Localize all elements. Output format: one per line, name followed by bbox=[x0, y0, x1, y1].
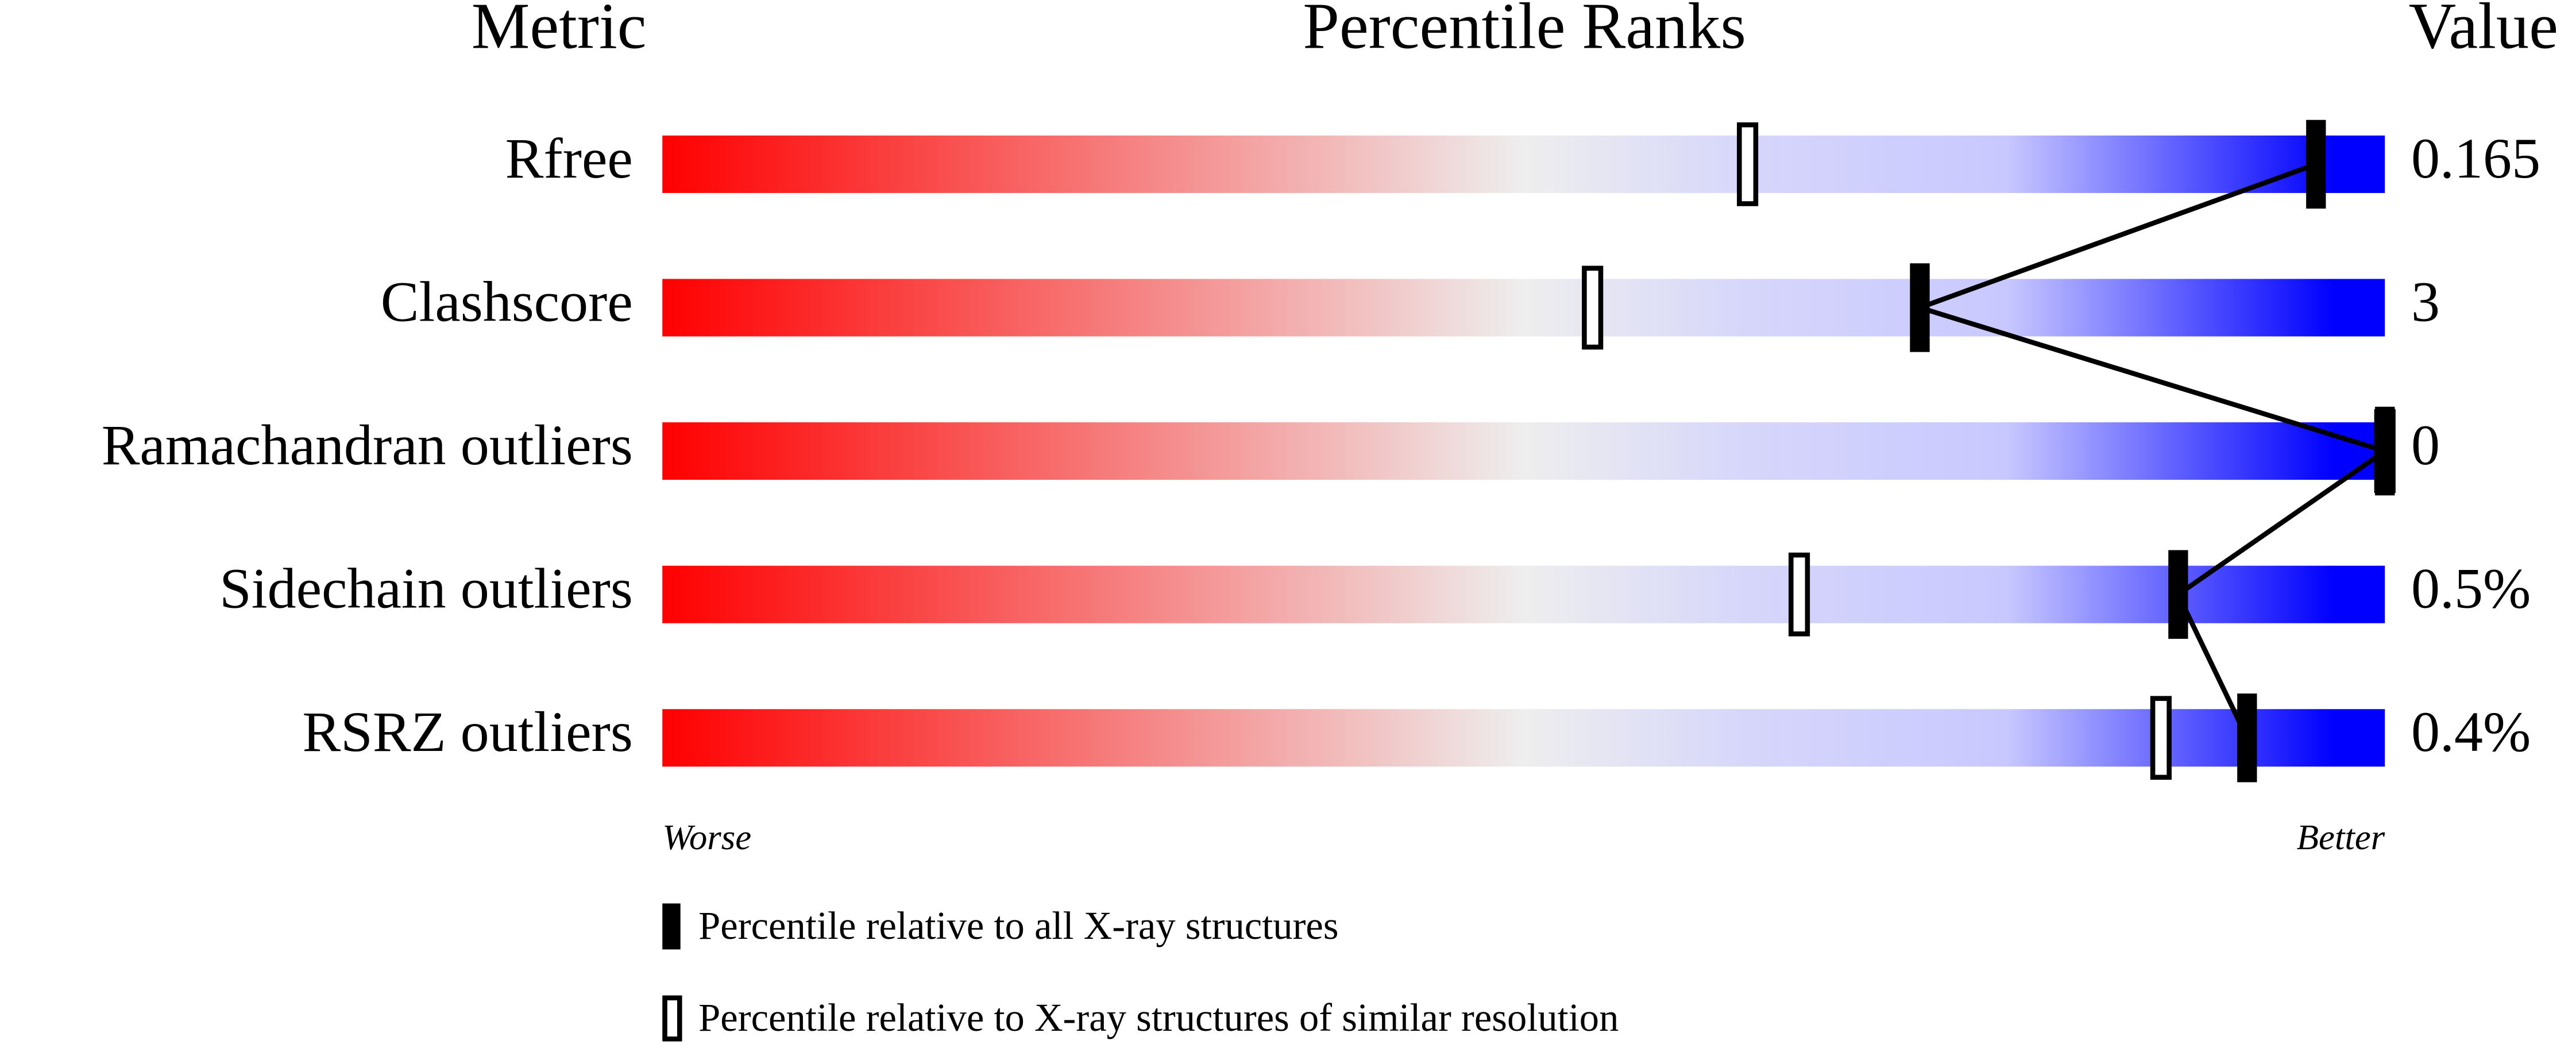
marker-all bbox=[2168, 550, 2188, 639]
legend-label: Percentile relative to X-ray structures … bbox=[698, 996, 1619, 1039]
percentile-bar bbox=[662, 565, 2385, 623]
metric-value: 0.4% bbox=[2411, 700, 2531, 764]
better-label: Better bbox=[2297, 817, 2385, 857]
legend-label: Percentile relative to all X-ray structu… bbox=[698, 904, 1338, 947]
marker-similar bbox=[2150, 696, 2172, 780]
percentile-bar bbox=[662, 422, 2385, 480]
metric-value: 0 bbox=[2411, 413, 2440, 477]
metric-value: 0.165 bbox=[2411, 126, 2540, 190]
metric-label: Ramachandran outliers bbox=[102, 413, 633, 477]
metric-label: Sidechain outliers bbox=[219, 557, 633, 621]
percentile-bar bbox=[662, 279, 2385, 337]
legend-swatch-similar bbox=[662, 995, 682, 1042]
metric-value: 0.5% bbox=[2411, 557, 2531, 621]
marker-all bbox=[2375, 406, 2395, 496]
legend-swatch-all bbox=[662, 903, 681, 950]
marker-similar bbox=[1582, 265, 1604, 350]
metric-label: Clashscore bbox=[381, 269, 633, 333]
header-metric: Metric bbox=[472, 0, 647, 62]
metric-value: 3 bbox=[2411, 269, 2440, 333]
marker-similar bbox=[1789, 552, 1810, 637]
header-percentile: Percentile Ranks bbox=[1303, 0, 1746, 62]
metric-label: RSRZ outliers bbox=[302, 700, 632, 764]
worse-label: Worse bbox=[662, 817, 751, 857]
marker-all bbox=[2306, 120, 2326, 209]
percentile-bar bbox=[662, 135, 2385, 193]
metric-label: Rfree bbox=[505, 126, 633, 190]
marker-similar bbox=[1737, 122, 1759, 206]
percentile-bar bbox=[662, 709, 2385, 767]
marker-all bbox=[1910, 263, 1930, 352]
marker-all bbox=[2237, 693, 2257, 783]
header-value: Value bbox=[2409, 0, 2558, 62]
